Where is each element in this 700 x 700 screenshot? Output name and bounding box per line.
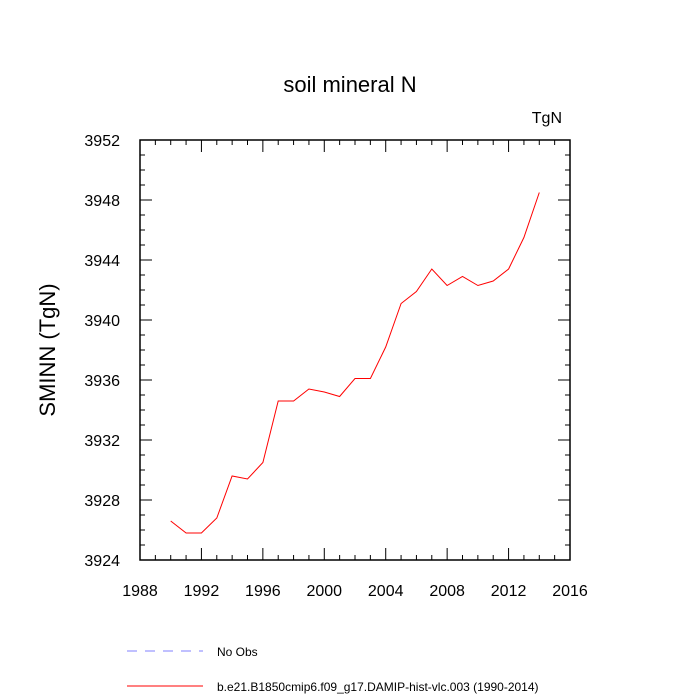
x-tick-label: 2004 bbox=[368, 583, 404, 600]
x-tick-label: 1988 bbox=[122, 583, 158, 600]
plot-frame bbox=[139, 139, 571, 561]
x-tick-label: 2016 bbox=[552, 583, 588, 600]
x-tick-label: 2008 bbox=[429, 583, 465, 600]
x-tick-label: 1996 bbox=[245, 583, 281, 600]
y-tick-label: 3948 bbox=[84, 193, 120, 210]
y-tick-label: 3924 bbox=[84, 553, 120, 570]
axis-ticks bbox=[139, 139, 571, 561]
x-tick-label: 2000 bbox=[306, 583, 342, 600]
series-line bbox=[170, 192, 540, 534]
y-axis-label: SMINN (TgN) bbox=[35, 283, 60, 416]
chart-title: soil mineral N bbox=[283, 72, 416, 97]
y-tick-label: 3944 bbox=[84, 253, 120, 270]
y-tick-label: 3952 bbox=[84, 133, 120, 150]
legend: No Obs b.e21.B1850cmip6.f09_g17.DAMIP-hi… bbox=[127, 645, 539, 694]
legend-label-model: b.e21.B1850cmip6.f09_g17.DAMIP-hist-vlc.… bbox=[217, 680, 539, 694]
y-tick-label: 3932 bbox=[84, 433, 120, 450]
y-tick-label: 3928 bbox=[84, 493, 120, 510]
y-tick-label: 3940 bbox=[84, 313, 120, 330]
units-label: TgN bbox=[532, 110, 562, 127]
data-series bbox=[170, 192, 540, 534]
axis-tick-labels: 1988 1992 1996 2000 2004 2008 2012 2016 3924 3928… bbox=[84, 133, 587, 600]
x-tick-label: 2012 bbox=[491, 583, 527, 600]
legend-label-no-obs: No Obs bbox=[217, 645, 258, 659]
y-tick-label: 3936 bbox=[84, 373, 120, 390]
x-tick-label: 1992 bbox=[184, 583, 220, 600]
